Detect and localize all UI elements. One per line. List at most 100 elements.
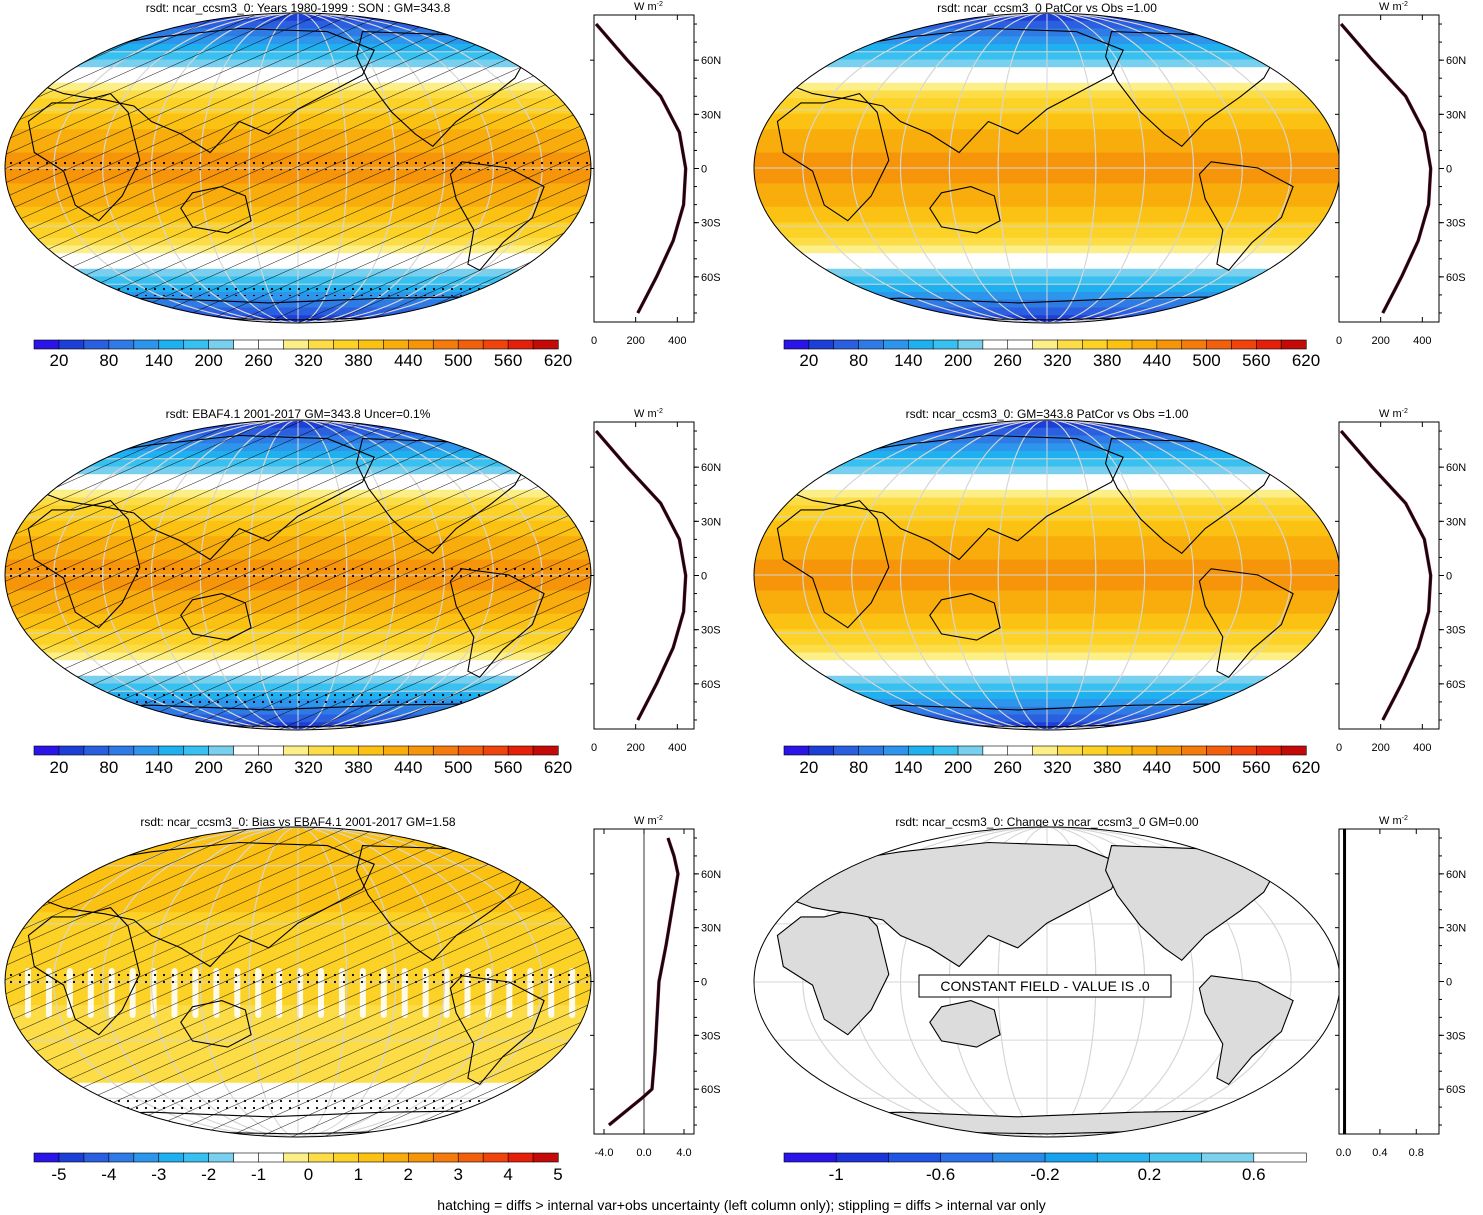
zonal-unit-base: W m xyxy=(1379,408,1402,420)
colorbar-label: 0.2 xyxy=(1138,1165,1162,1184)
colorbar-cell xyxy=(1081,745,1108,756)
colorbar-cell xyxy=(158,1152,185,1163)
colorbar-label: -0.2 xyxy=(1030,1165,1059,1184)
stippling xyxy=(5,158,591,171)
colorbar-cell xyxy=(83,1152,110,1163)
coastline-eurasia xyxy=(782,434,1124,561)
lat-label: 60N xyxy=(1446,55,1466,67)
colorbar-cell xyxy=(932,339,959,350)
colorbar-label: 500 xyxy=(444,351,472,370)
x-tick-label: -4.0 xyxy=(595,1147,614,1159)
zonal-unit: W m-2 xyxy=(1379,408,1408,420)
lat-label: 30N xyxy=(1446,923,1466,935)
stippling xyxy=(5,284,591,297)
colorbar-cell xyxy=(33,1152,60,1163)
colorbar-cell xyxy=(58,1152,85,1163)
colorbar-cell xyxy=(432,339,459,350)
colorbar-cell xyxy=(1231,339,1257,350)
colorbar-cell xyxy=(108,339,135,350)
lat-label: 60S xyxy=(701,679,721,691)
colorbar-label: -1 xyxy=(251,1165,266,1184)
colorbar-label: -0.6 xyxy=(926,1165,955,1184)
lat-label: 60N xyxy=(1446,462,1466,474)
colorbar-cell xyxy=(358,745,384,756)
colorbar-label: 560 xyxy=(494,758,522,777)
colorbar-cell xyxy=(1280,745,1307,756)
colorbar-label: 200 xyxy=(944,351,972,370)
colorbar-label: 440 xyxy=(1143,758,1171,777)
zonal-unit-exp: -2 xyxy=(1402,408,1408,415)
colorbar-label: 0 xyxy=(304,1165,313,1184)
colorbar-label: 200 xyxy=(194,758,222,777)
zonal-unit-exp: -2 xyxy=(657,408,663,415)
x-tick-label: 200 xyxy=(1371,335,1389,347)
x-tick-label: 0 xyxy=(591,742,597,754)
colorbar-label: 260 xyxy=(244,351,272,370)
panel-3: rsdt: EBAF4.1 2001-2017 GM=343.8 Uncer=0… xyxy=(4,407,721,777)
colorbar-cell xyxy=(58,745,85,756)
colorbar-cell xyxy=(208,745,235,756)
colorbar-label: 380 xyxy=(344,758,372,777)
colorbar-cell xyxy=(358,1152,384,1163)
zonal-unit-base: W m xyxy=(634,1,657,13)
colorbar-cell xyxy=(1181,745,1208,756)
colorbar-label: -4 xyxy=(101,1165,116,1184)
colorbar-label: 4 xyxy=(503,1165,512,1184)
colorbar-label: 80 xyxy=(99,351,118,370)
footer-caption: hatching = diffs > internal var+obs unce… xyxy=(437,1197,1046,1213)
coastline-samerica xyxy=(1198,568,1294,678)
zonal-unit: W m-2 xyxy=(634,815,663,827)
colorbar-label: 2 xyxy=(404,1165,413,1184)
colorbar-cell xyxy=(1181,339,1208,350)
x-tick-label: 400 xyxy=(1413,742,1431,754)
x-tick-label: 200 xyxy=(626,742,644,754)
coastline-australia xyxy=(929,186,1001,234)
lat-label: 0 xyxy=(701,977,707,989)
colorbar-cell xyxy=(482,745,509,756)
colorbar-cell xyxy=(308,745,335,756)
colorbar-label: 440 xyxy=(394,758,422,777)
colorbar-label: 500 xyxy=(1192,351,1220,370)
colorbar-cell xyxy=(783,339,810,350)
zonal-unit-exp: -2 xyxy=(657,815,663,822)
colorbar-cell xyxy=(108,745,135,756)
zonal-unit: W m-2 xyxy=(634,408,663,420)
x-tick-label: 0 xyxy=(591,335,597,347)
colorbar-label: 320 xyxy=(294,758,322,777)
x-tick-label: 0.0 xyxy=(1336,1147,1351,1159)
colorbar-label: 620 xyxy=(1292,351,1320,370)
colorbar-cell xyxy=(1280,339,1307,350)
colorbar-cell xyxy=(833,745,860,756)
colorbar-cell xyxy=(783,1152,837,1163)
colorbar-cell xyxy=(883,745,909,756)
colorbar-label: 0.6 xyxy=(1242,1165,1266,1184)
lat-label: 30N xyxy=(701,516,721,528)
colorbar-label: 500 xyxy=(444,758,472,777)
colorbar-label: 320 xyxy=(1043,351,1071,370)
stippling xyxy=(5,691,591,704)
colorbar-label: 20 xyxy=(799,351,818,370)
map-field xyxy=(754,420,1340,730)
colorbar-cell xyxy=(835,1152,890,1163)
colorbar-cell xyxy=(333,1152,359,1163)
colorbar-label: 620 xyxy=(544,758,572,777)
colorbar-cell xyxy=(383,1152,409,1163)
lat-label: 60S xyxy=(1446,272,1466,284)
colorbar-cell xyxy=(982,745,1009,756)
colorbar-label: 1 xyxy=(354,1165,363,1184)
colorbar-cell xyxy=(1201,1152,1255,1163)
colorbar-cell xyxy=(258,1152,285,1163)
colorbar-cell xyxy=(1032,339,1059,350)
colorbar-label: 140 xyxy=(894,351,922,370)
colorbar-cell xyxy=(33,339,60,350)
colorbar-cell xyxy=(183,339,210,350)
map-field xyxy=(5,13,591,323)
colorbar-cell xyxy=(1253,1152,1307,1163)
panel-title: rsdt: ncar_ccsm3_0: Bias vs EBAF4.1 2001… xyxy=(140,815,455,829)
x-tick-label: 200 xyxy=(626,335,644,347)
colorbar-cell xyxy=(1081,339,1108,350)
colorbar-cell xyxy=(432,745,459,756)
lat-label: 60N xyxy=(1446,869,1466,881)
colorbar-cell xyxy=(308,1152,335,1163)
colorbar-cell xyxy=(1106,339,1133,350)
